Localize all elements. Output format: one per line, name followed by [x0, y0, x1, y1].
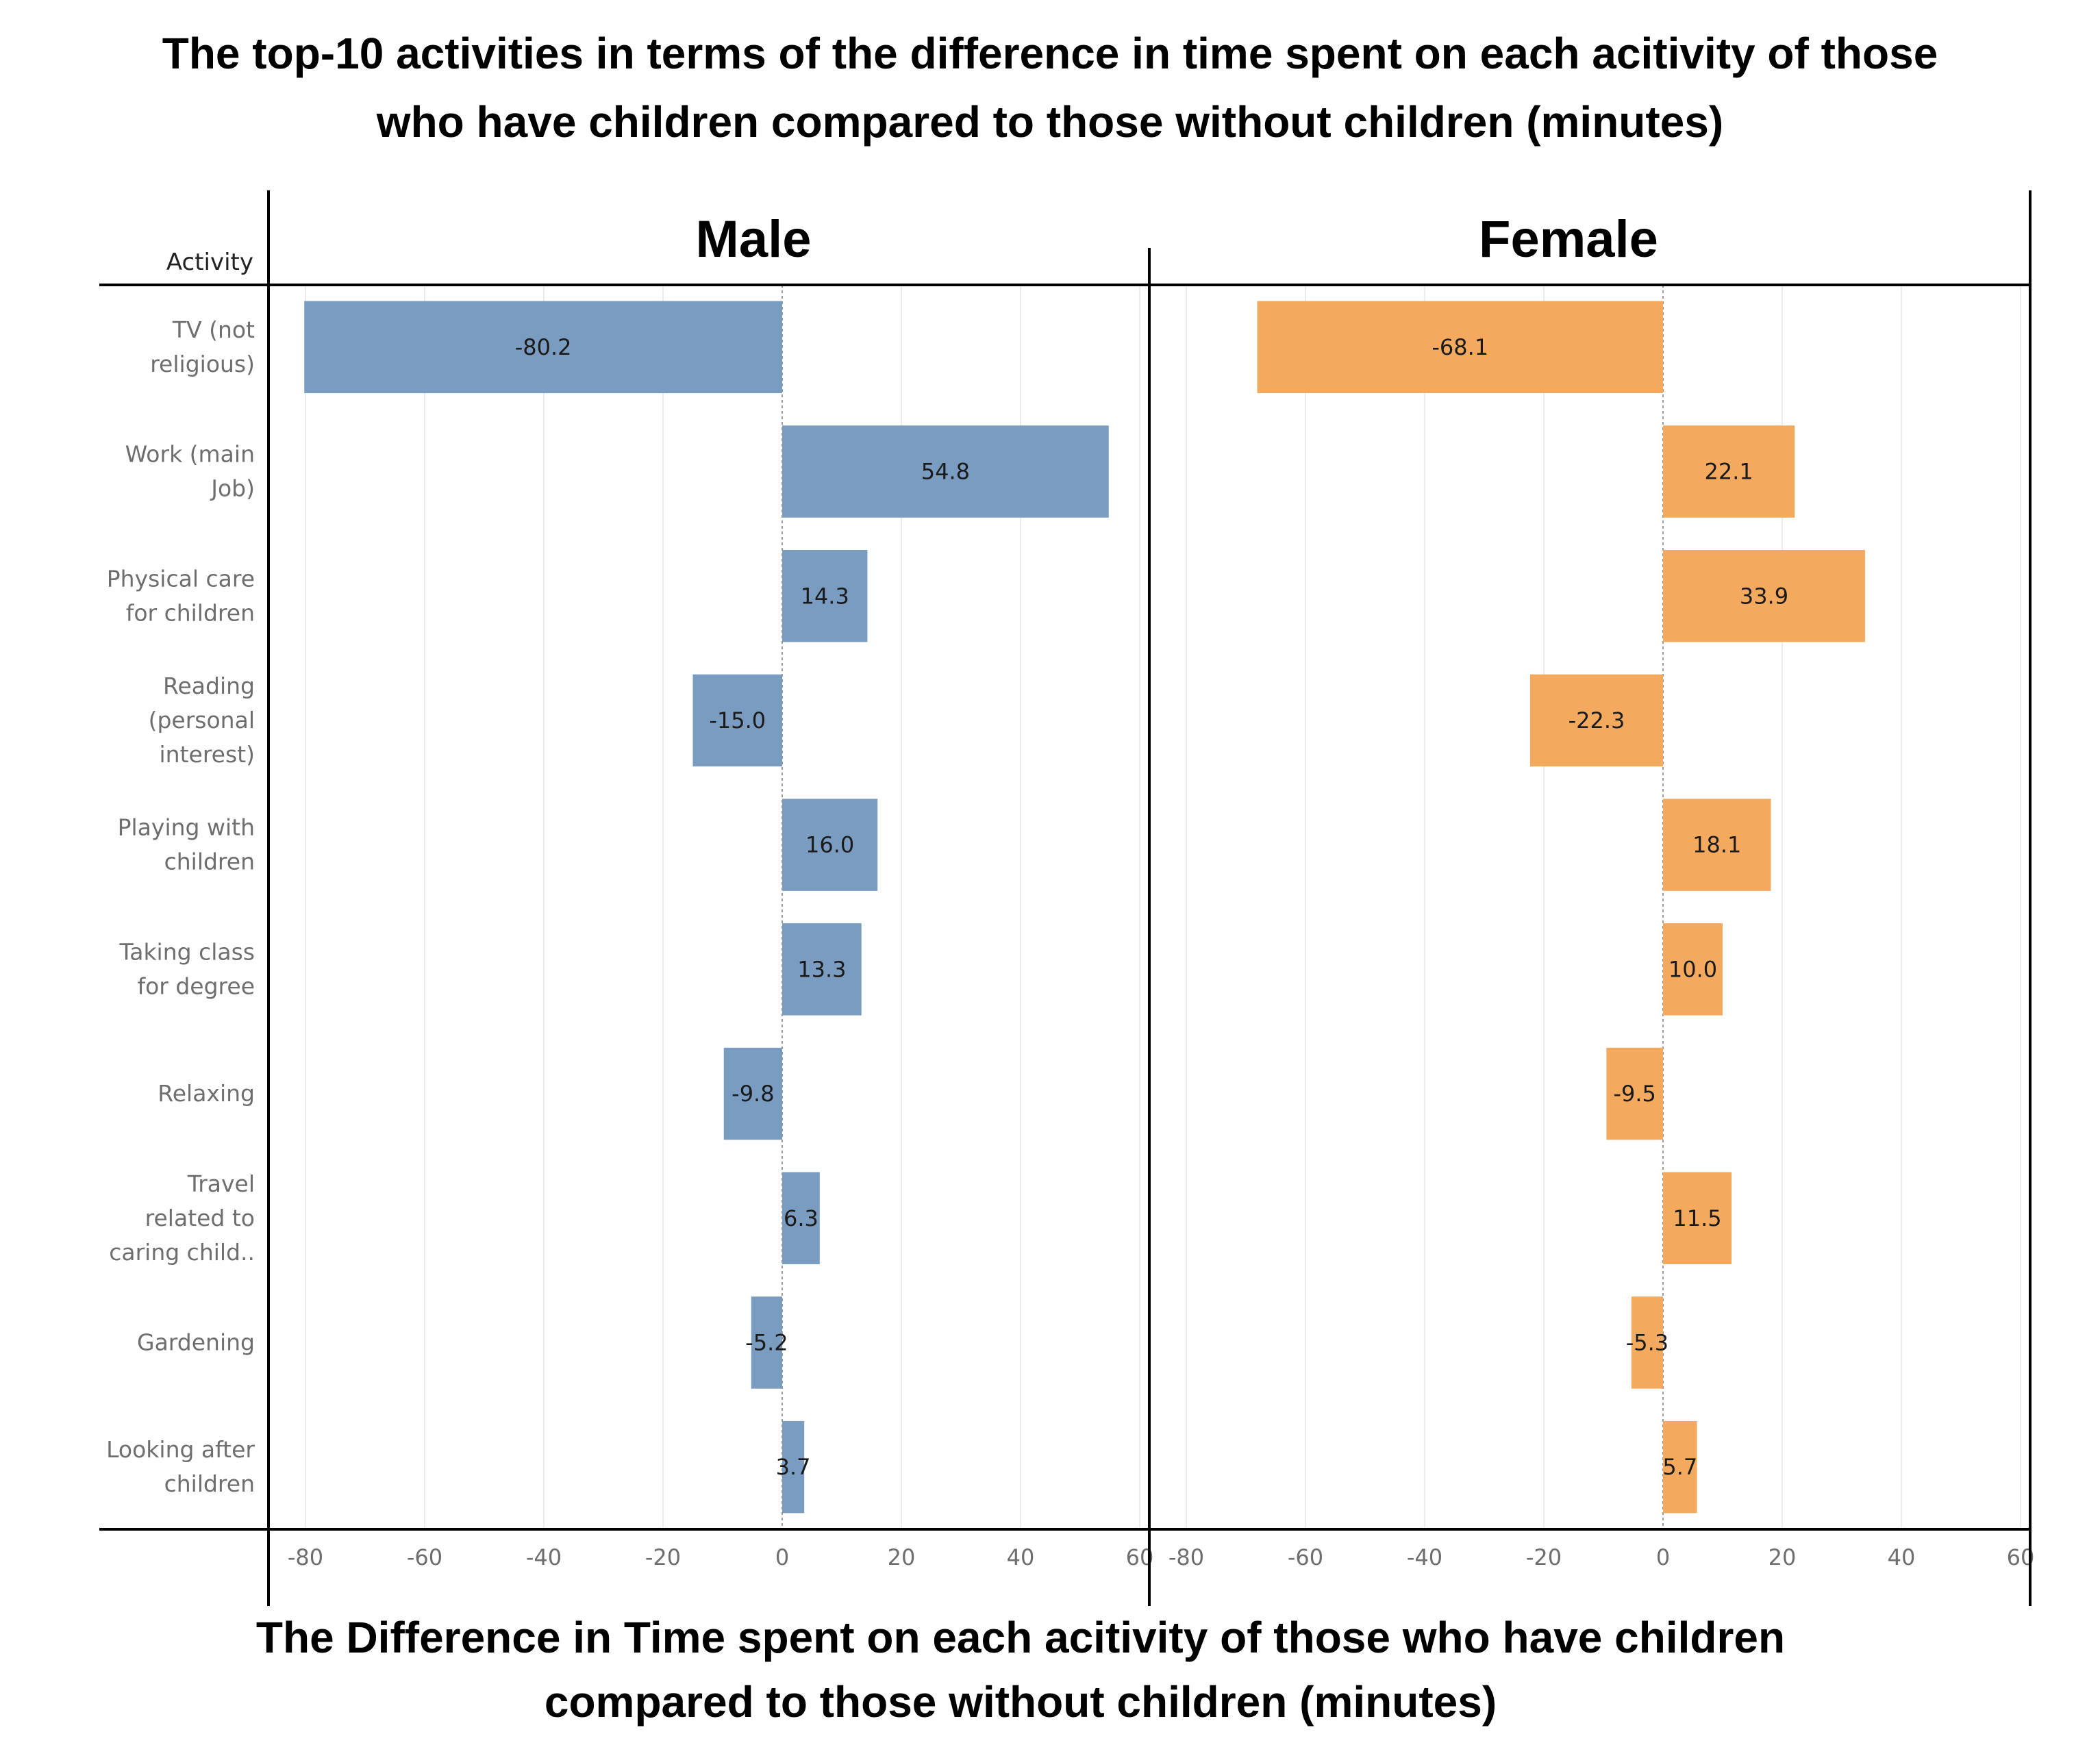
x-tick-female-20: 20: [1768, 1544, 1797, 1570]
x-tick-male--40: -40: [526, 1544, 562, 1570]
x-tick-female-40: 40: [1888, 1544, 1916, 1570]
bar-female-8: [1663, 1172, 1732, 1264]
chart-title-line-2: who have children compared to those with…: [376, 97, 1723, 147]
bar-label-male-1: -80.2: [515, 334, 572, 360]
panel-title-male: Male: [696, 210, 812, 268]
row-labels: TV (not religious) Work (main Job) Physical …: [106, 316, 255, 1497]
bar-label-male-8: 6.3: [784, 1205, 818, 1231]
panel-title-female: Female: [1479, 210, 1658, 268]
bar-label-female-1: -68.1: [1432, 334, 1488, 360]
bar-label-male-9: -5.2: [745, 1329, 788, 1355]
row-label-3: Physical care for children: [107, 565, 255, 626]
bar-label-female-7: -9.5: [1613, 1081, 1655, 1107]
bar-label-female-10: 5.7: [1662, 1454, 1697, 1480]
x-tick-female--40: -40: [1407, 1544, 1442, 1570]
x-tick-male-40: 40: [1007, 1544, 1035, 1570]
bar-label-male-2: 54.8: [921, 459, 970, 485]
bar-label-male-10: 3.7: [776, 1454, 811, 1480]
row-label-4: Reading (personal interest): [149, 673, 255, 768]
x-tick-male-0: 0: [775, 1544, 789, 1570]
bar-male-10: [782, 1420, 805, 1514]
bar-male-3: [782, 550, 868, 642]
bar-label-male-7: -9.8: [732, 1081, 774, 1107]
x-tick-male-20: 20: [888, 1544, 916, 1570]
bar-male-6: [782, 923, 862, 1016]
row-label-5: Playing with children: [118, 814, 255, 875]
bar-label-male-3: 14.3: [801, 583, 849, 609]
bar-female-10: [1663, 1420, 1697, 1514]
row-label-1: TV (not religious): [150, 316, 255, 377]
bar-female-3: [1663, 550, 1865, 642]
bar-label-female-5: 18.1: [1692, 832, 1741, 858]
x-tick-male--20: -20: [645, 1544, 681, 1570]
bar-label-male-4: -15.0: [709, 707, 766, 733]
x-tick-labels: -80 -60 -40 -20 0 20 40 60 -80 -60 -40 -20 0 20 40 60: [288, 1544, 2034, 1570]
bar-male-4: [692, 674, 782, 767]
x-axis-title-line-2: compared to those without children (minu…: [545, 1677, 1497, 1727]
bar-male-7: [723, 1047, 782, 1140]
x-tick-female--60: -60: [1288, 1544, 1323, 1570]
bar-male-9: [751, 1296, 782, 1389]
bar-label-male-6: 13.3: [797, 956, 846, 982]
chart-title-line-1: The top-10 activities in terms of the di…: [162, 29, 1938, 78]
row-label-10: Looking after children: [106, 1436, 255, 1497]
bar-label-female-9: -5.3: [1626, 1329, 1668, 1355]
x-axis-title-line-1: The Difference in Time spent on each aci…: [256, 1613, 1785, 1662]
bar-female-4: [1529, 674, 1663, 767]
bar-label-female-2: 22.1: [1705, 459, 1753, 485]
bars: -80.2 54.8 14.3 -15.0 16.0 13.3 -9.8 6.3 -5.2 3.7…: [304, 301, 1865, 1514]
bar-male-8: [782, 1172, 820, 1264]
bar-male-2: [782, 425, 1109, 518]
bar-female-5: [1663, 799, 1771, 891]
row-header: Activity: [166, 249, 253, 276]
bar-label-male-5: 16.0: [805, 832, 854, 858]
x-tick-female-0: 0: [1656, 1544, 1670, 1570]
row-label-9: Gardening: [137, 1329, 255, 1355]
bar-female-2: [1663, 425, 1795, 518]
bar-female-9: [1631, 1296, 1663, 1389]
row-label-8: Travel related to caring child..: [109, 1170, 255, 1266]
row-label-7: Relaxing: [158, 1080, 255, 1107]
x-tick-female--80: -80: [1168, 1544, 1204, 1570]
bar-female-7: [1606, 1047, 1663, 1140]
x-tick-female--20: -20: [1526, 1544, 1562, 1570]
bar-label-female-3: 33.9: [1740, 583, 1788, 609]
row-label-6: Taking class for degree: [119, 938, 255, 999]
x-tick-male--60: -60: [407, 1544, 442, 1570]
x-tick-male--80: -80: [288, 1544, 323, 1570]
row-label-2: Work (main Job): [125, 441, 255, 502]
bar-female-1: [1257, 301, 1663, 394]
bar-female-6: [1663, 923, 1723, 1016]
bar-label-female-6: 10.0: [1668, 956, 1717, 982]
bar-male-1: [304, 301, 782, 394]
bar-label-female-4: -22.3: [1568, 707, 1625, 733]
bar-male-5: [782, 799, 878, 891]
bar-label-female-8: 11.5: [1673, 1205, 1721, 1231]
